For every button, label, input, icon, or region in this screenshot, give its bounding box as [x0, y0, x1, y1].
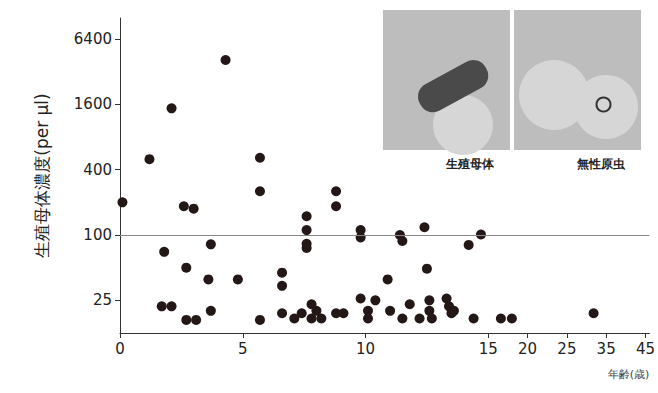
- svg-text:20: 20: [518, 340, 537, 358]
- svg-text:45: 45: [636, 340, 655, 358]
- svg-text:生殖母体: 生殖母体: [445, 157, 495, 171]
- svg-text:6400: 6400: [74, 30, 112, 48]
- svg-text:25: 25: [557, 340, 576, 358]
- svg-text:0: 0: [115, 340, 125, 358]
- svg-text:1600: 1600: [74, 95, 112, 113]
- svg-text:100: 100: [83, 226, 112, 244]
- svg-text:400: 400: [83, 161, 112, 179]
- svg-text:無性原虫: 無性原虫: [576, 157, 626, 171]
- svg-text:5: 5: [238, 340, 248, 358]
- svg-text:生殖母体濃度(per μl): 生殖母体濃度(per μl): [32, 93, 52, 257]
- svg-text:15: 15: [479, 340, 498, 358]
- svg-text:35: 35: [597, 340, 616, 358]
- svg-text:年齢(歳): 年齢(歳): [608, 368, 650, 381]
- svg-text:10: 10: [356, 340, 375, 358]
- svg-text:25: 25: [93, 291, 112, 309]
